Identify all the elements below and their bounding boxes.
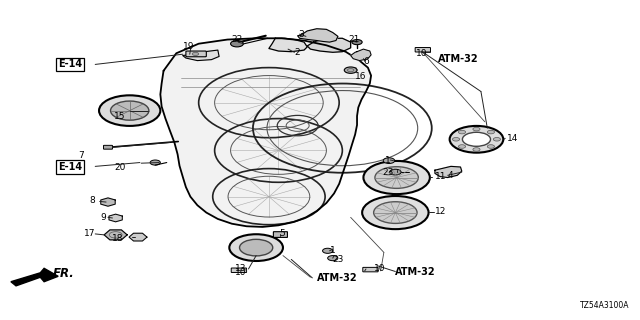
Text: 9: 9 (100, 213, 106, 222)
Polygon shape (307, 38, 351, 52)
Circle shape (99, 95, 161, 126)
Polygon shape (435, 166, 462, 178)
FancyBboxPatch shape (363, 268, 378, 272)
Polygon shape (269, 38, 307, 52)
Circle shape (473, 127, 480, 131)
Circle shape (452, 138, 460, 141)
Text: 14: 14 (507, 134, 518, 143)
Text: 4: 4 (448, 171, 453, 180)
Text: 8: 8 (90, 196, 95, 205)
Circle shape (450, 126, 503, 153)
Text: 16: 16 (355, 72, 367, 81)
Polygon shape (182, 50, 219, 60)
FancyBboxPatch shape (415, 48, 431, 52)
Circle shape (344, 67, 357, 73)
Text: 7: 7 (78, 151, 84, 160)
FancyBboxPatch shape (231, 268, 246, 272)
Text: 10: 10 (235, 268, 246, 277)
Text: 1: 1 (385, 156, 390, 165)
Polygon shape (11, 268, 58, 286)
Circle shape (352, 40, 362, 45)
Circle shape (487, 130, 495, 134)
Circle shape (192, 52, 198, 55)
Text: 21: 21 (349, 35, 360, 44)
Circle shape (111, 101, 149, 120)
Polygon shape (129, 233, 147, 241)
Text: ATM-32: ATM-32 (438, 54, 479, 64)
Polygon shape (351, 49, 371, 60)
Circle shape (150, 160, 161, 165)
Text: 5: 5 (279, 229, 285, 238)
Circle shape (473, 148, 480, 151)
Text: 13: 13 (235, 264, 246, 274)
Text: 11: 11 (435, 172, 447, 181)
Circle shape (229, 234, 283, 261)
Circle shape (487, 145, 495, 148)
Text: 3: 3 (298, 30, 304, 39)
Circle shape (375, 167, 419, 188)
Text: 10: 10 (374, 264, 386, 274)
Polygon shape (298, 29, 338, 42)
Circle shape (458, 145, 465, 148)
FancyBboxPatch shape (104, 145, 113, 149)
Text: 12: 12 (435, 207, 446, 216)
Text: 20: 20 (115, 163, 126, 172)
Circle shape (364, 161, 430, 194)
Text: 17: 17 (84, 229, 95, 238)
Text: 1: 1 (330, 246, 335, 255)
Text: 10: 10 (417, 49, 428, 58)
Text: FR.: FR. (52, 267, 74, 280)
Text: TZ54A3100A: TZ54A3100A (580, 301, 630, 310)
Text: E-14: E-14 (58, 162, 83, 172)
FancyBboxPatch shape (186, 51, 206, 57)
Text: ATM-32: ATM-32 (396, 267, 436, 277)
Circle shape (328, 256, 338, 261)
Circle shape (458, 130, 465, 134)
Circle shape (230, 41, 243, 47)
Text: 18: 18 (113, 234, 124, 243)
Circle shape (493, 138, 500, 141)
Circle shape (383, 158, 395, 164)
Circle shape (374, 202, 417, 223)
Text: 23: 23 (333, 255, 344, 264)
Circle shape (239, 239, 273, 256)
Text: 23: 23 (382, 168, 394, 177)
Polygon shape (100, 198, 115, 206)
Text: ATM-32: ATM-32 (317, 273, 357, 283)
FancyBboxPatch shape (273, 232, 287, 237)
Circle shape (323, 248, 333, 253)
Text: E-14: E-14 (58, 60, 83, 69)
Text: 22: 22 (231, 35, 243, 44)
Polygon shape (161, 38, 371, 227)
Circle shape (390, 169, 401, 175)
Polygon shape (109, 214, 122, 222)
Text: 6: 6 (364, 57, 369, 66)
Text: 19: 19 (183, 42, 195, 51)
Polygon shape (104, 230, 127, 240)
Circle shape (362, 196, 429, 229)
Text: 15: 15 (115, 113, 126, 122)
Circle shape (463, 132, 490, 146)
Text: 2: 2 (295, 48, 300, 57)
